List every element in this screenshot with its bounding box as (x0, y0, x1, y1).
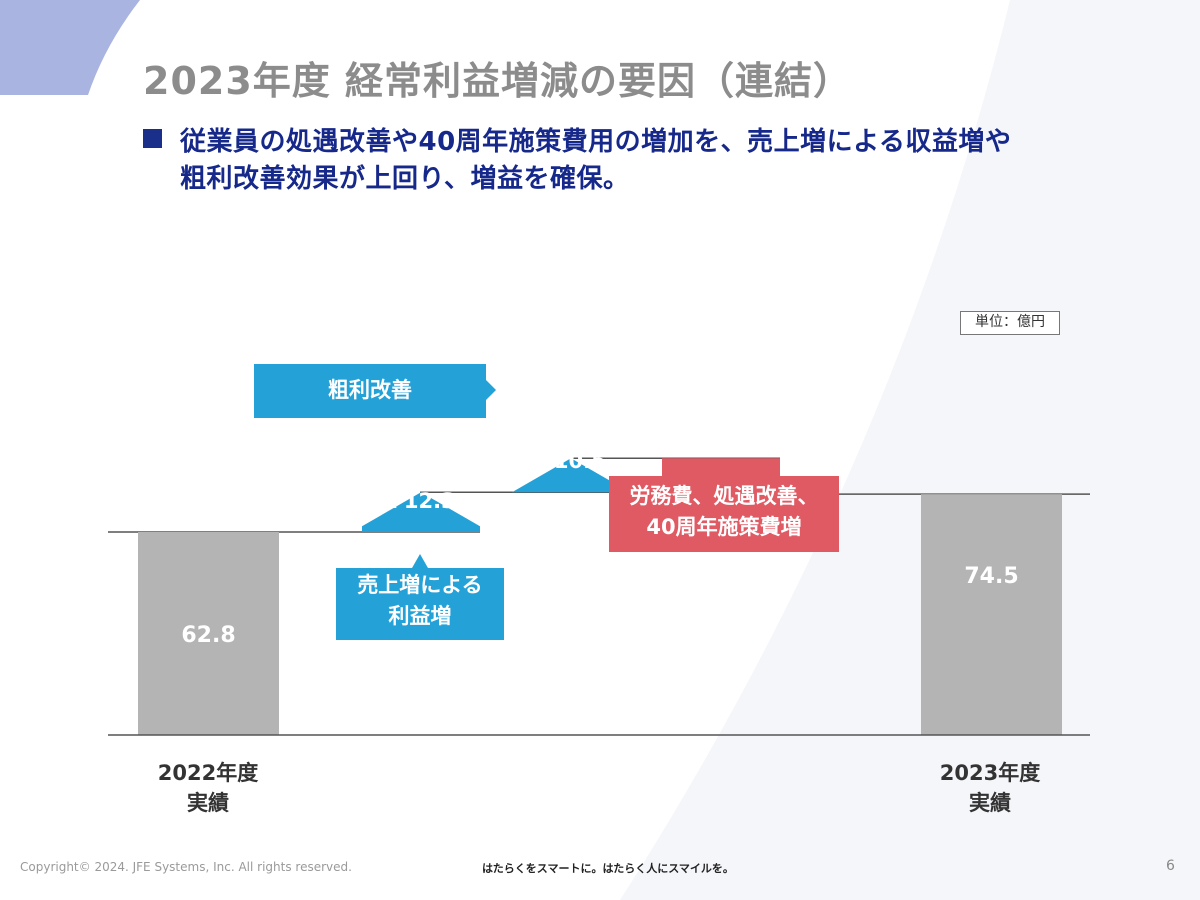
page-title: 2023年度 経常利益増減の要因（連結） (143, 59, 852, 103)
category-label-2022: 2022年度 実績 (118, 758, 298, 818)
bar-increase-2 (512, 458, 630, 493)
bar-increase-1 (362, 492, 480, 532)
bar-value-label-1: +12.3 (386, 489, 455, 513)
category-label-2023-kind: 実績 (969, 791, 1011, 815)
category-label-2023-year: 2023年度 (939, 761, 1041, 785)
callout-box-labor-cost (609, 462, 839, 552)
page-number: 6 (1166, 858, 1175, 874)
callout-box-gross-margin (254, 364, 496, 418)
subtitle-line-2: 粗利改善効果が上回り、増益を確保。 (180, 164, 630, 194)
footer-tagline: はたらくをスマートに。はたらく人にスマイルを。 (482, 862, 734, 875)
footer-copyright: Copyright© 2024. JFE Systems, Inc. All r… (20, 860, 352, 874)
callout-gross-margin-text: 粗利改善 (254, 375, 486, 406)
callout-labor-line-1: 労務費、処遇改善、 (629, 484, 819, 508)
callout-labor-cost-text: 労務費、処遇改善、 40周年施策費増 (609, 481, 839, 543)
callout-sales-line-1: 売上増による (357, 573, 483, 597)
category-label-2022-year: 2022年度 (157, 761, 259, 785)
bar-value-label-0: 62.8 (181, 623, 235, 648)
bullet-square-icon (143, 129, 162, 148)
callout-sales-line-2: 利益増 (388, 604, 452, 628)
corner-accent-shape (0, 0, 140, 95)
category-label-2023: 2023年度 実績 (900, 758, 1080, 818)
subtitle-line-1: 従業員の処遇改善や40周年施策費用の増加を、売上増による収益増や (180, 127, 1012, 157)
bar-value-label-4: 74.5 (964, 564, 1018, 589)
callout-margin-line-1: 粗利改善 (328, 378, 412, 402)
category-label-2022-kind: 実績 (187, 791, 229, 815)
bar-total-4 (921, 494, 1062, 735)
callout-labor-line-2: 40周年施策費増 (646, 515, 802, 539)
callout-box-sales-increase (336, 554, 504, 640)
unit-label: 単位：億円 (960, 311, 1060, 335)
bar-value-label-2: +10.5 (536, 449, 605, 473)
bar-total-0 (138, 532, 279, 735)
callout-sales-increase-text: 売上増による 利益増 (336, 570, 504, 632)
